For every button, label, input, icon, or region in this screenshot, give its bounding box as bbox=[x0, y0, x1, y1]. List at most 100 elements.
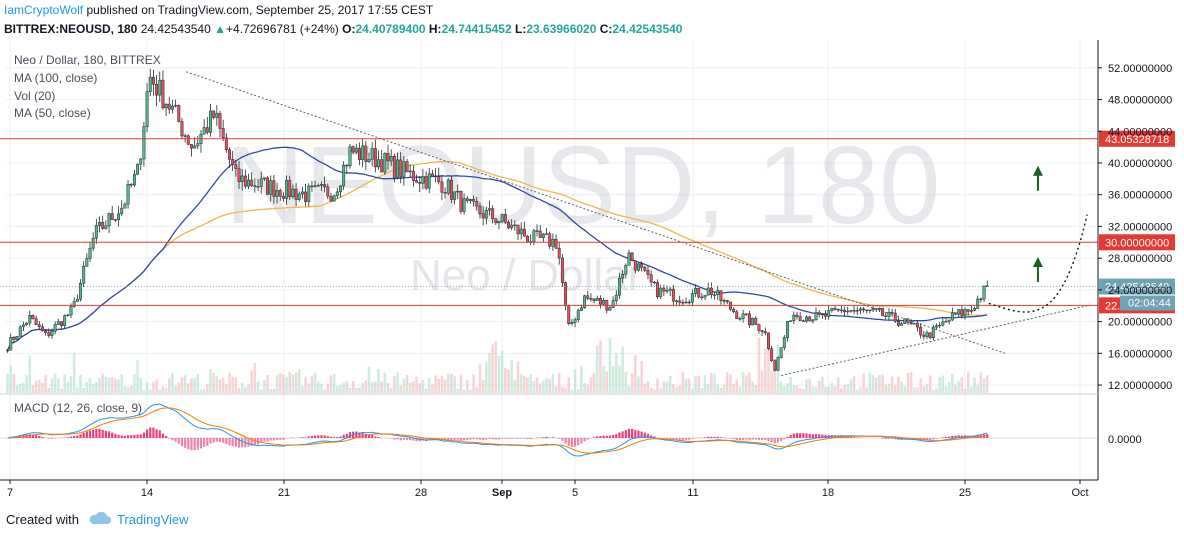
x-tick-label: 25 bbox=[959, 487, 971, 499]
candle-body bbox=[69, 306, 73, 316]
macd-histogram-bar bbox=[76, 435, 79, 438]
candle-body bbox=[91, 237, 95, 249]
candle bbox=[275, 182, 279, 204]
candle-body bbox=[554, 238, 558, 249]
volume-bar bbox=[450, 373, 453, 393]
candle bbox=[624, 263, 628, 279]
volume-bar bbox=[748, 372, 751, 393]
candle-body bbox=[155, 83, 159, 96]
volume-bar bbox=[637, 376, 640, 393]
volume-bar bbox=[88, 378, 92, 393]
candle-body bbox=[567, 305, 571, 324]
candle bbox=[18, 324, 22, 337]
candle bbox=[285, 175, 289, 205]
price-chart[interactable]: NEOUSD, 180 Neo / Dollar 43.0532871830.0… bbox=[0, 40, 1184, 502]
volume-bar bbox=[415, 376, 418, 393]
volume-bar bbox=[668, 375, 672, 393]
macd-histogram-bar bbox=[47, 438, 50, 439]
author-link[interactable]: IamCryptoWolf bbox=[4, 3, 84, 17]
volume-bar bbox=[624, 371, 628, 393]
candle-body bbox=[532, 230, 536, 242]
candle bbox=[50, 328, 54, 339]
macd-histogram-bar bbox=[754, 438, 757, 440]
macd-histogram-bar bbox=[852, 437, 856, 438]
candle-body bbox=[478, 205, 482, 214]
volume-bar bbox=[944, 385, 948, 393]
volume-bar bbox=[589, 377, 593, 393]
candle bbox=[963, 307, 967, 320]
candle-body bbox=[291, 188, 295, 198]
candle-body bbox=[158, 79, 162, 96]
volume-bar bbox=[716, 384, 720, 393]
candle bbox=[462, 193, 466, 215]
volume-bar bbox=[928, 375, 932, 393]
volume-bar bbox=[443, 379, 447, 393]
volume-bar bbox=[79, 374, 82, 393]
x-tick-label: 28 bbox=[415, 487, 427, 499]
candle bbox=[316, 183, 320, 187]
y-tick-label: 12.00000000 bbox=[1108, 380, 1172, 392]
projection-curve bbox=[988, 214, 1088, 313]
candle bbox=[973, 306, 976, 312]
macd-histogram-bar bbox=[802, 433, 805, 438]
candle bbox=[31, 314, 35, 320]
macd-histogram-bar bbox=[662, 438, 665, 440]
macd-histogram-bar bbox=[206, 438, 209, 446]
macd-histogram-bar bbox=[35, 435, 38, 438]
candle-body bbox=[643, 267, 647, 271]
tradingview-link[interactable]: TradingView bbox=[117, 512, 189, 527]
volume-bar bbox=[821, 376, 824, 393]
candle-body bbox=[963, 309, 967, 316]
macd-histogram-bar bbox=[738, 438, 742, 441]
macd-histogram-bar bbox=[602, 435, 605, 438]
candle-body bbox=[399, 159, 403, 178]
candle bbox=[300, 186, 304, 199]
candle-body bbox=[694, 287, 697, 294]
candle bbox=[389, 149, 393, 167]
volume-bar bbox=[313, 372, 317, 393]
macd-histogram-bar bbox=[494, 438, 497, 440]
candle bbox=[694, 284, 697, 297]
macd-histogram-bar bbox=[925, 438, 929, 441]
candle bbox=[256, 179, 260, 192]
candle-body bbox=[88, 247, 92, 259]
candle-body bbox=[481, 213, 485, 219]
candle-body bbox=[6, 349, 10, 352]
candle bbox=[126, 180, 130, 209]
volume-bar bbox=[706, 384, 710, 393]
macd-histogram-bar bbox=[811, 434, 814, 438]
up-arrow-head bbox=[1032, 256, 1043, 267]
volume-bar bbox=[418, 383, 421, 393]
candle bbox=[649, 270, 653, 288]
candle bbox=[919, 323, 923, 339]
candle-body bbox=[418, 182, 422, 184]
candle bbox=[706, 282, 710, 296]
macd-histogram-bar bbox=[520, 438, 523, 439]
candle bbox=[538, 225, 542, 238]
candle bbox=[304, 183, 308, 207]
macd-histogram-bar bbox=[266, 438, 269, 442]
volume-bar bbox=[120, 374, 123, 393]
candle-body bbox=[456, 190, 460, 193]
candle bbox=[843, 306, 847, 316]
macd-histogram-bar bbox=[456, 438, 459, 440]
candle-body bbox=[107, 213, 111, 227]
macd-histogram-bar bbox=[152, 427, 155, 438]
candle bbox=[161, 70, 165, 110]
candle-body bbox=[516, 224, 520, 235]
macd-histogram-bar bbox=[320, 435, 323, 438]
candle bbox=[342, 161, 346, 191]
volume-bar bbox=[862, 373, 865, 393]
candle-body bbox=[28, 315, 32, 324]
macd-histogram-bar bbox=[707, 436, 710, 438]
macd-histogram-bar bbox=[348, 432, 352, 438]
countdown-label: 02:04:44 bbox=[1128, 298, 1171, 310]
volume-bar bbox=[63, 374, 66, 393]
volume-bar bbox=[355, 388, 358, 393]
volume-bar bbox=[6, 373, 9, 393]
volume-bar bbox=[187, 383, 190, 393]
volume-bar bbox=[770, 371, 773, 393]
volume-bar bbox=[966, 372, 970, 393]
macd-histogram-bar bbox=[180, 438, 184, 447]
candle-body bbox=[408, 170, 412, 173]
